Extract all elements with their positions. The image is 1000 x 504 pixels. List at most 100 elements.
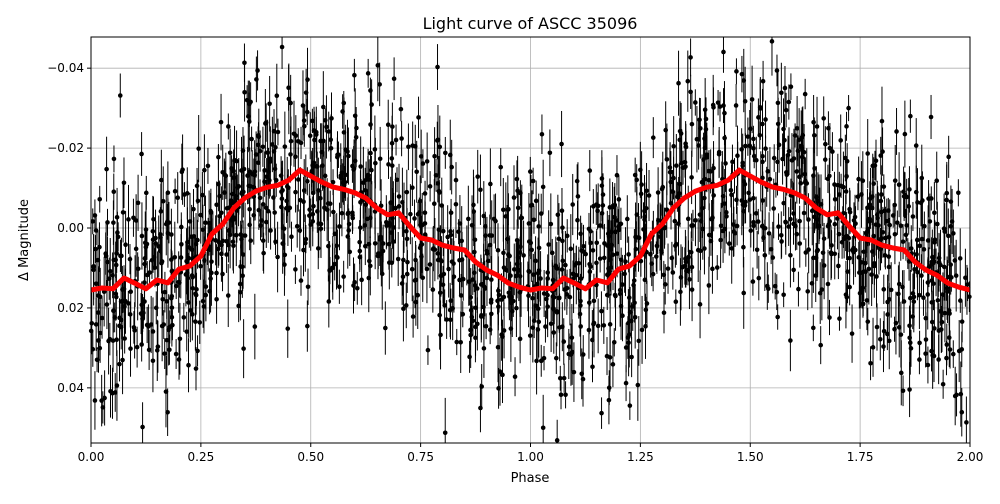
- data-point: [795, 148, 801, 154]
- data-point: [399, 136, 404, 141]
- data-point: [896, 291, 901, 297]
- x-axis-label: Phase: [511, 471, 550, 486]
- data-point: [361, 180, 366, 185]
- data-point: [860, 178, 866, 184]
- data-point: [865, 151, 871, 156]
- data-point: [334, 243, 339, 249]
- data-point: [881, 344, 886, 349]
- data-point: [155, 344, 161, 349]
- x-tick-label: 1.25: [627, 450, 654, 464]
- data-point: [690, 223, 696, 228]
- data-point: [923, 337, 929, 342]
- data-point: [97, 330, 103, 336]
- data-point: [594, 260, 599, 266]
- data-point: [540, 184, 546, 190]
- data-point: [896, 325, 902, 330]
- data-point: [893, 320, 899, 326]
- data-point: [919, 273, 924, 278]
- data-point: [200, 298, 206, 304]
- data-point: [870, 345, 876, 350]
- data-point: [610, 252, 616, 258]
- data-point: [297, 228, 303, 233]
- data-point: [454, 339, 460, 345]
- data-point: [497, 369, 503, 374]
- data-point: [765, 286, 771, 292]
- data-point: [345, 211, 351, 217]
- data-point: [623, 259, 628, 264]
- data-point: [894, 129, 899, 134]
- data-point: [671, 143, 676, 149]
- data-point: [774, 68, 780, 73]
- data-point: [564, 285, 570, 291]
- data-point: [188, 308, 193, 313]
- data-point: [801, 210, 807, 216]
- data-point: [265, 208, 271, 214]
- data-point: [257, 148, 263, 154]
- data-point: [928, 114, 934, 120]
- data-point: [501, 265, 507, 270]
- data-point: [867, 202, 873, 208]
- data-point: [247, 206, 252, 212]
- data-point: [153, 235, 158, 241]
- data-point: [384, 220, 389, 225]
- data-point: [457, 257, 462, 263]
- data-point: [743, 199, 748, 205]
- data-point: [251, 212, 257, 218]
- data-point: [545, 276, 551, 281]
- data-point: [163, 221, 169, 227]
- data-point: [495, 344, 501, 350]
- data-point: [676, 221, 681, 226]
- data-point: [696, 143, 701, 148]
- data-point: [298, 140, 304, 146]
- data-point: [326, 243, 331, 249]
- data-point: [781, 292, 786, 298]
- data-point: [765, 169, 771, 174]
- data-point: [915, 269, 920, 275]
- data-point: [177, 336, 183, 342]
- data-point: [879, 209, 884, 215]
- data-point: [558, 392, 564, 398]
- data-point: [332, 231, 338, 237]
- data-point: [932, 326, 937, 331]
- data-point: [564, 233, 570, 239]
- data-point: [865, 319, 871, 324]
- data-point: [337, 284, 342, 290]
- data-point: [709, 216, 714, 222]
- data-point: [410, 143, 415, 148]
- data-point: [936, 357, 941, 362]
- data-point: [282, 262, 287, 267]
- data-point: [624, 216, 630, 222]
- data-point: [165, 409, 170, 415]
- data-point: [298, 278, 304, 283]
- data-point: [114, 215, 120, 220]
- data-point: [797, 241, 803, 246]
- data-point: [358, 199, 363, 205]
- data-point: [595, 323, 601, 329]
- data-point: [279, 44, 285, 50]
- data-point: [239, 189, 245, 195]
- data-point: [195, 348, 200, 354]
- data-point: [536, 319, 542, 325]
- data-point: [162, 289, 168, 295]
- data-point: [144, 322, 150, 328]
- data-point: [132, 328, 137, 333]
- data-point: [435, 181, 441, 186]
- data-point: [946, 154, 951, 160]
- data-point: [422, 232, 428, 237]
- data-point: [431, 201, 437, 207]
- data-point: [749, 97, 755, 102]
- data-point: [241, 346, 246, 351]
- data-point: [688, 249, 694, 255]
- data-point: [214, 202, 219, 208]
- data-point: [208, 210, 214, 215]
- data-point: [515, 188, 520, 194]
- data-point: [559, 141, 564, 147]
- data-point: [794, 169, 800, 174]
- data-point: [279, 196, 285, 202]
- data-point: [217, 214, 222, 219]
- data-point: [911, 299, 917, 304]
- data-point: [729, 192, 734, 198]
- data-point: [475, 321, 480, 327]
- data-point: [93, 281, 99, 287]
- data-point: [272, 210, 277, 215]
